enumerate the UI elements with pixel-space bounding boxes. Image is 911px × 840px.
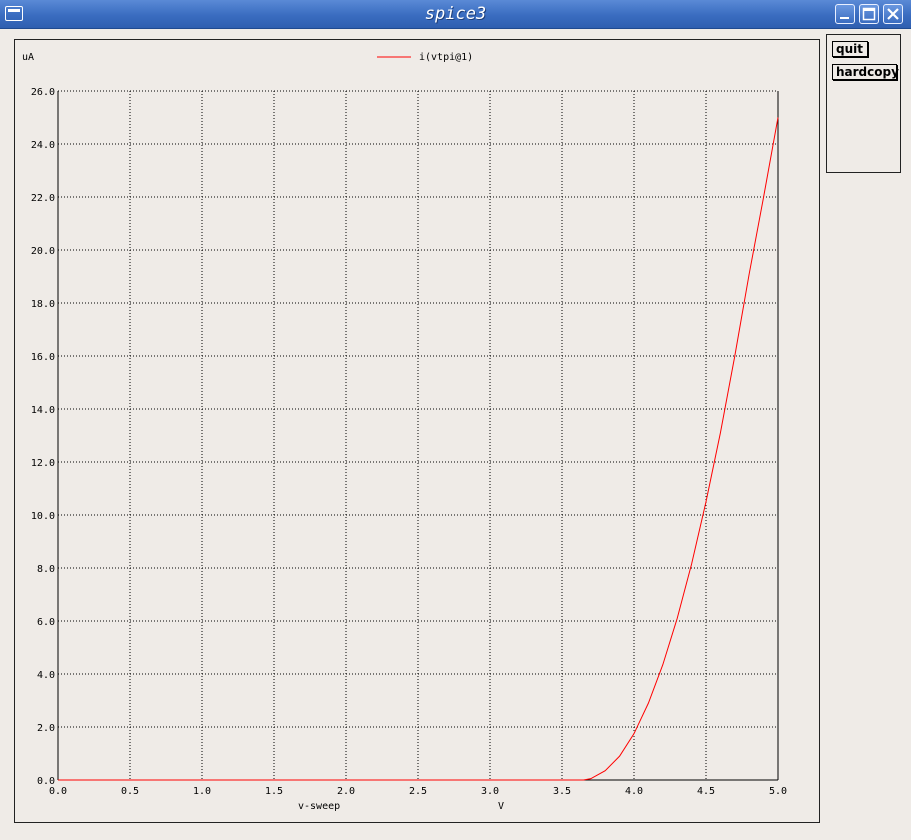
x-tick-label: 1.5 bbox=[265, 786, 283, 797]
title-bar[interactable]: spice3 bbox=[0, 0, 911, 29]
x-tick-label: 1.0 bbox=[193, 786, 211, 797]
x-tick-label: 2.0 bbox=[337, 786, 355, 797]
y-tick-label: 2.0 bbox=[37, 723, 55, 734]
y-tick-label: 22.0 bbox=[31, 193, 55, 204]
y-tick-label: 26.0 bbox=[31, 87, 55, 98]
x-tick-label: 2.5 bbox=[409, 786, 427, 797]
x-tick-label: 3.0 bbox=[481, 786, 499, 797]
y-tick-label: 20.0 bbox=[31, 246, 55, 257]
window-title: spice3 bbox=[424, 4, 487, 24]
x-unit-label: V bbox=[498, 801, 504, 812]
y-unit-label: uA bbox=[22, 52, 34, 63]
y-tick-label: 24.0 bbox=[31, 140, 55, 151]
x-tick-label: 4.0 bbox=[625, 786, 643, 797]
y-tick-label: 0.0 bbox=[37, 776, 55, 787]
x-tick-label: 3.5 bbox=[553, 786, 571, 797]
window-menu-icon[interactable] bbox=[5, 6, 23, 21]
legend-label: i(vtpi@1) bbox=[419, 52, 473, 63]
y-tick-label: 18.0 bbox=[31, 299, 55, 310]
plot-area: 0.0 0.5 1.0 1.5 2.0 2.5 3.0 3.5 4.0 4.5 5.0 0.0 2.0 4… bbox=[14, 39, 820, 823]
y-tick-label: 14.0 bbox=[31, 405, 55, 416]
y-tick-label: 16.0 bbox=[31, 352, 55, 363]
button-panel: quit hardcopy bbox=[826, 34, 901, 173]
maximize-icon[interactable] bbox=[859, 4, 879, 24]
y-tick-label: 6.0 bbox=[37, 617, 55, 628]
y-tick-label: 4.0 bbox=[37, 670, 55, 681]
y-tick-label: 10.0 bbox=[31, 511, 55, 522]
x-tick-label: 0.5 bbox=[121, 786, 139, 797]
x-tick-label: 4.5 bbox=[697, 786, 715, 797]
x-tick-label: 5.0 bbox=[769, 786, 787, 797]
hardcopy-button[interactable]: hardcopy bbox=[832, 64, 899, 80]
series-line-i-vtpi bbox=[58, 117, 779, 781]
minimize-icon[interactable] bbox=[835, 4, 855, 24]
quit-button[interactable]: quit bbox=[832, 41, 868, 57]
y-tick-label: 12.0 bbox=[31, 458, 55, 469]
y-tick-label: 8.0 bbox=[37, 564, 55, 575]
x-axis-label: v-sweep bbox=[298, 801, 340, 812]
tick-labels: 0.0 0.5 1.0 1.5 2.0 2.5 3.0 3.5 4.0 4.5 5.0 0.0 2.0 4… bbox=[31, 87, 787, 797]
x-tick-label: 0.0 bbox=[49, 786, 67, 797]
close-icon[interactable] bbox=[883, 4, 903, 24]
plot-grid bbox=[57, 90, 779, 781]
plot-svg: 0.0 0.5 1.0 1.5 2.0 2.5 3.0 3.5 4.0 4.5 5.0 0.0 2.0 4… bbox=[22, 52, 787, 812]
